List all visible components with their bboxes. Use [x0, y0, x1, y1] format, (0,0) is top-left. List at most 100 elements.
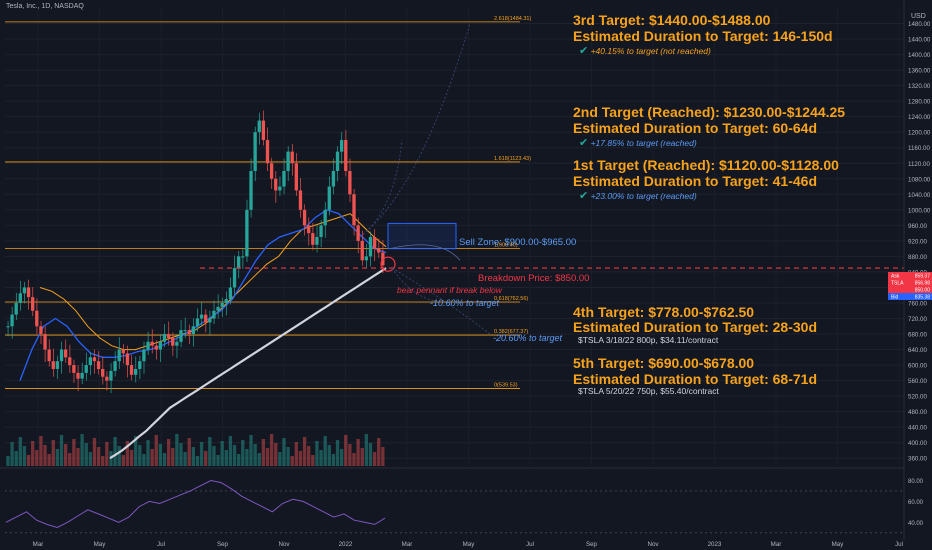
price-tag-box [888, 272, 932, 279]
volume-bar [212, 446, 216, 466]
candle-body [92, 357, 97, 362]
target2-title: 2nd Target (Reached): $1230.00-$1244.25 [573, 104, 846, 120]
volume-bar [204, 451, 208, 466]
y-tick-label: 960.00 [908, 223, 927, 230]
candle-body [257, 120, 261, 133]
candle-body [315, 237, 319, 245]
candle-body [72, 365, 76, 373]
volume-bar [241, 440, 245, 466]
price-tag-box [888, 286, 932, 293]
volume-bar [195, 456, 200, 466]
volume-bar [257, 453, 261, 466]
volume-bar [59, 435, 64, 466]
pct-down-2: -20.60% to target [493, 333, 563, 343]
candle-body [166, 334, 171, 338]
sma-orange-line [39, 213, 387, 351]
target3-note-text: +40.15% to target (not reached) [590, 46, 711, 56]
volume-bar [158, 444, 163, 466]
candle-body [158, 341, 163, 350]
volume-bar [26, 455, 31, 466]
check-icon: ✔ [579, 137, 589, 149]
y-tick-label: 1480.00 [908, 21, 931, 28]
candle-body [175, 341, 179, 346]
volume-bar [138, 445, 142, 466]
price-tag-value: 859.37 [915, 274, 931, 280]
candle-body [216, 306, 220, 311]
target4-title: 4th Target: $778.00-$762.50 [573, 304, 755, 320]
projection-down-curve [391, 267, 436, 302]
volume-bar [150, 449, 154, 466]
volume-bar [88, 452, 93, 466]
x-tick-label: Mar [402, 541, 413, 548]
volume-bar [80, 434, 84, 466]
volume-bar [47, 454, 51, 466]
volume-bar [6, 456, 10, 466]
price-axis: 360.00 400.00 440.00 480.00 520.00 560.00 600.… [888, 0, 932, 540]
volume-bar [18, 437, 22, 466]
candle-body [339, 139, 344, 152]
y-tick-label: 1400.00 [908, 52, 931, 59]
y-tick-label: 1200.00 [908, 130, 931, 137]
x-tick-label: Sep [217, 541, 229, 548]
target3-title: 3rd Target: $1440.00-$1488.00 [573, 12, 771, 28]
candle-body [286, 151, 290, 172]
target3-duration: Estimated Duration to Target: 146-150d [573, 28, 833, 44]
price-tag: 850.00 [888, 286, 932, 294]
x-tick-label: Mar [33, 541, 44, 548]
candle-body [39, 326, 43, 335]
volume-bar [171, 448, 175, 466]
candle-body [105, 376, 109, 381]
volume-bar [269, 434, 274, 466]
candle-body [63, 349, 68, 358]
x-tick-label: 2022 [339, 541, 353, 548]
volume-bar [360, 448, 364, 466]
check-icon: ✔ [579, 190, 589, 202]
candle-body [319, 225, 323, 237]
volume-bar [249, 435, 253, 466]
bear-pennant-note: bear pennant if break below [397, 285, 502, 295]
y-tick-label: 1360.00 [908, 68, 931, 75]
candle-body [364, 256, 369, 261]
volume-bar [187, 438, 191, 466]
price-tag-label: Bid [891, 295, 898, 301]
y-tick-label: 520.00 [908, 394, 927, 401]
candle-body [150, 341, 154, 346]
volume-bar [105, 442, 109, 466]
y-tick-label: 400.00 [908, 440, 927, 447]
volume-bar [278, 452, 282, 466]
volume-bar [35, 450, 39, 466]
y-tick-label: 600.00 [908, 363, 927, 370]
fib-levels: 2.618(1484.31) 1.618(1123.43) 1(900.40) 0.6… [5, 16, 531, 389]
price-tag-value: 850.00 [915, 288, 931, 294]
volume-bar [101, 456, 105, 466]
y-tick-label: 1160.00 [908, 145, 930, 152]
candle-body [282, 171, 286, 187]
volume-bar [76, 448, 80, 466]
sma-blue-line [19, 209, 387, 381]
volume-bar [348, 444, 352, 466]
candle-body [109, 370, 113, 381]
target5-option: $TSLA 5/20/22 750p, $55.40/contract [578, 386, 719, 396]
candle-body [352, 194, 356, 226]
candle-body [372, 237, 377, 249]
candle-body [22, 287, 27, 294]
volume-bar [335, 440, 340, 466]
candle-body [171, 337, 175, 346]
drawings [200, 23, 904, 335]
candle-body [241, 256, 245, 258]
candle-body [55, 361, 60, 369]
projection-arc [389, 244, 461, 261]
candle-body [10, 314, 14, 327]
volume-bar [282, 438, 286, 466]
volume-bar [228, 436, 233, 466]
price-tag-box [888, 293, 932, 300]
fib-label: 2.618(1484.31) [494, 16, 531, 22]
candle-body [253, 132, 257, 172]
volume-bar [298, 451, 303, 466]
candle-body [191, 326, 195, 335]
pennant-circle [380, 256, 396, 272]
y-tick-label: 1080.00 [908, 176, 931, 183]
candle-body [360, 240, 364, 261]
volume-bar [290, 456, 294, 466]
